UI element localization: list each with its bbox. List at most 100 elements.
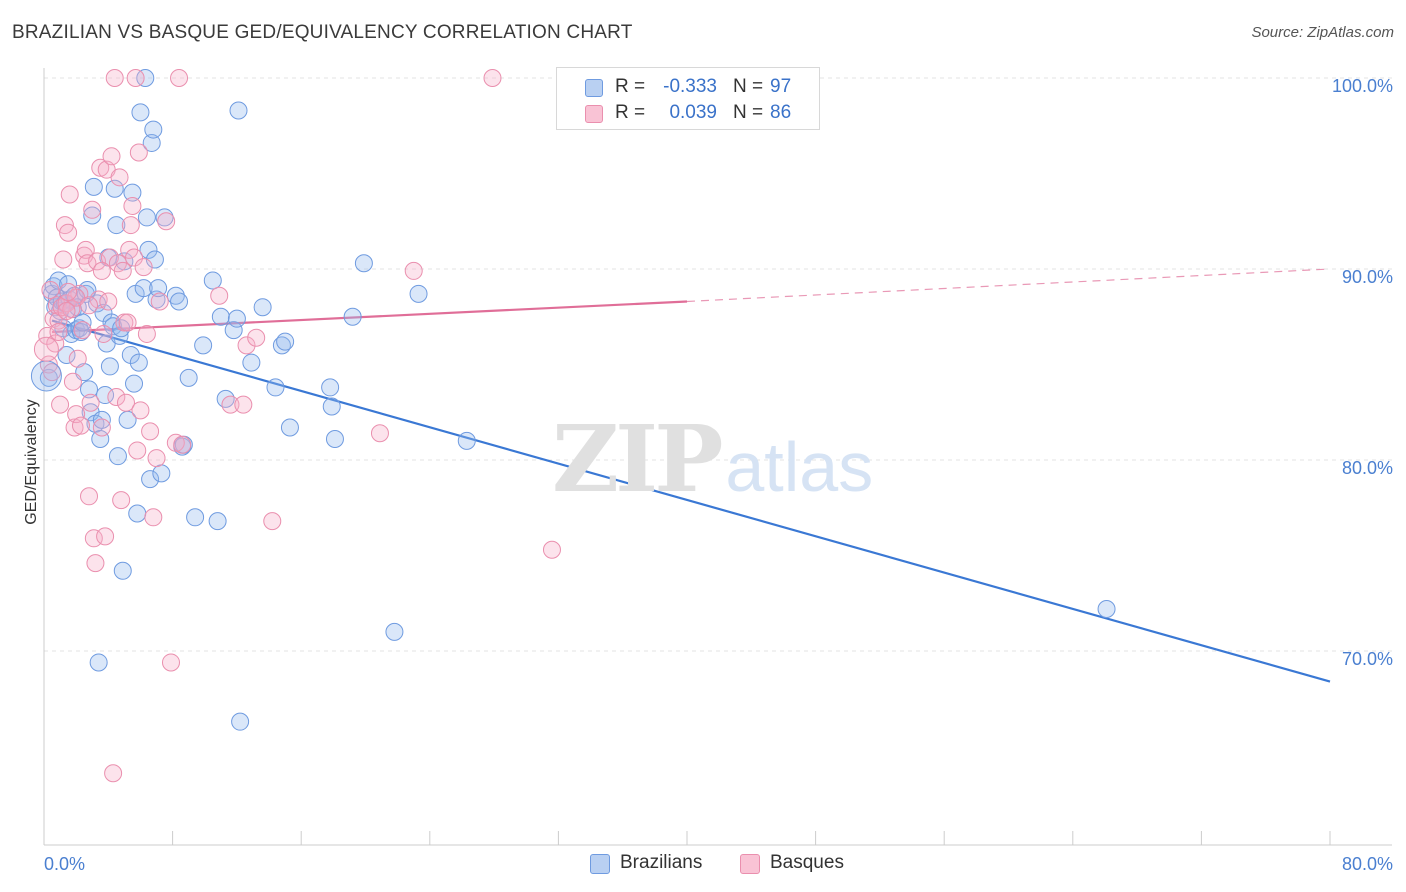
point-brazilians — [91, 429, 110, 448]
point-brazilians — [231, 712, 250, 731]
point-brazilians — [203, 271, 222, 290]
point-brazilians — [115, 252, 134, 271]
point-brazilians — [409, 284, 428, 303]
point-brazilians — [216, 389, 235, 408]
axis-labels: 70.0% 80.0% 90.0% 100.0% 0.0% 80.0% GED/Equiva… — [23, 76, 1393, 874]
series-label-basques: Basques — [770, 852, 844, 873]
point-brazilians — [110, 326, 129, 345]
trend-line-basques — [51, 300, 688, 334]
point-basques — [170, 69, 189, 87]
point-basques — [67, 405, 86, 424]
point-brazilians — [144, 120, 163, 139]
point-brazilians — [229, 101, 248, 120]
point-basques — [94, 324, 113, 343]
point-basques — [73, 321, 92, 340]
point-basques — [41, 281, 60, 300]
point-basques — [71, 416, 90, 435]
point-brazilians — [80, 380, 99, 399]
point-brazilians — [354, 254, 373, 273]
point-basques — [123, 196, 142, 215]
point-brazilians — [84, 177, 103, 196]
legend-row-brazilians: R = -0.333 N = 97 — [557, 75, 821, 103]
point-basques — [63, 372, 82, 391]
series-swatch-brazilians — [590, 854, 610, 874]
y-axis-label: GED/Equivalency — [23, 399, 40, 524]
point-brazilians — [128, 504, 147, 523]
chart-title: BRAZILIAN VS BASQUE GED/EQUIVALENCY CORR… — [12, 22, 633, 43]
point-basques — [92, 261, 111, 280]
legend-r-value-basques: 0.039 — [669, 102, 717, 123]
legend-n-label: N = — [733, 102, 764, 123]
point-basques — [92, 418, 111, 437]
point-basques — [128, 441, 147, 460]
point-brazilians — [39, 368, 58, 387]
trend-line-extension-basques — [686, 268, 1331, 303]
point-brazilians — [129, 353, 148, 372]
point-basques — [141, 422, 160, 441]
y-tick-label: 70.0% — [1342, 649, 1393, 669]
point-brazilians — [166, 286, 185, 305]
point-brazilians — [136, 69, 155, 87]
point-basques — [116, 393, 135, 412]
point-brazilians — [343, 307, 362, 326]
legend-n-value-basques: 86 — [770, 102, 792, 123]
series-swatch-basques — [740, 854, 760, 874]
point-brazilians — [134, 279, 153, 298]
point-basques — [542, 540, 561, 559]
point-brazilians — [125, 374, 144, 393]
point-basques — [33, 336, 59, 362]
point-brazilians — [30, 360, 62, 392]
point-basques — [134, 258, 153, 277]
point-brazilians — [385, 622, 404, 641]
y-tick-label: 90.0% — [1342, 267, 1393, 287]
point-basques — [126, 69, 145, 87]
point-basques — [166, 433, 185, 452]
point-basques — [210, 286, 229, 305]
point-brazilians — [141, 470, 160, 489]
point-basques — [68, 349, 87, 368]
point-brazilians — [208, 512, 227, 531]
point-brazilians — [280, 418, 299, 437]
x-tick-label-max: 80.0% — [1342, 854, 1393, 874]
point-brazilians — [457, 431, 476, 450]
point-brazilians — [137, 208, 156, 227]
point-basques — [57, 294, 76, 313]
point-basques — [51, 395, 70, 414]
point-brazilians — [57, 345, 76, 364]
legend-n-label: N = — [733, 76, 764, 97]
point-basques — [46, 334, 65, 353]
series-label-brazilians: Brazilians — [620, 852, 703, 873]
legend-n-value-brazilians: 97 — [770, 76, 792, 97]
point-brazilians — [108, 447, 127, 466]
point-basques — [80, 296, 99, 315]
point-brazilians — [179, 368, 198, 387]
point-basques — [54, 250, 73, 269]
point-brazilians — [325, 429, 344, 448]
point-brazilians — [100, 357, 119, 376]
point-brazilians — [152, 464, 171, 483]
legend-swatch-brazilians — [585, 79, 603, 97]
data-points — [30, 69, 1116, 783]
point-brazilians — [186, 508, 205, 527]
source-label: Source: ZipAtlas.com — [1251, 24, 1394, 41]
point-basques — [76, 240, 95, 259]
point-brazilians — [105, 179, 124, 198]
point-basques — [81, 393, 100, 412]
point-brazilians — [123, 183, 142, 202]
point-basques — [84, 529, 103, 548]
point-basques — [173, 435, 192, 454]
legend-swatch-basques — [585, 105, 603, 123]
legend-r-value-brazilians: -0.333 — [663, 76, 717, 97]
point-brazilians — [321, 378, 340, 397]
point-basques — [96, 527, 115, 546]
legend-r-label: R = — [615, 76, 646, 97]
point-basques — [247, 328, 266, 347]
point-basques — [102, 147, 121, 166]
point-basques — [404, 261, 423, 280]
point-basques — [113, 261, 132, 280]
point-basques — [131, 401, 150, 420]
axes — [43, 68, 1392, 846]
point-basques — [118, 313, 137, 332]
point-brazilians — [242, 353, 261, 372]
